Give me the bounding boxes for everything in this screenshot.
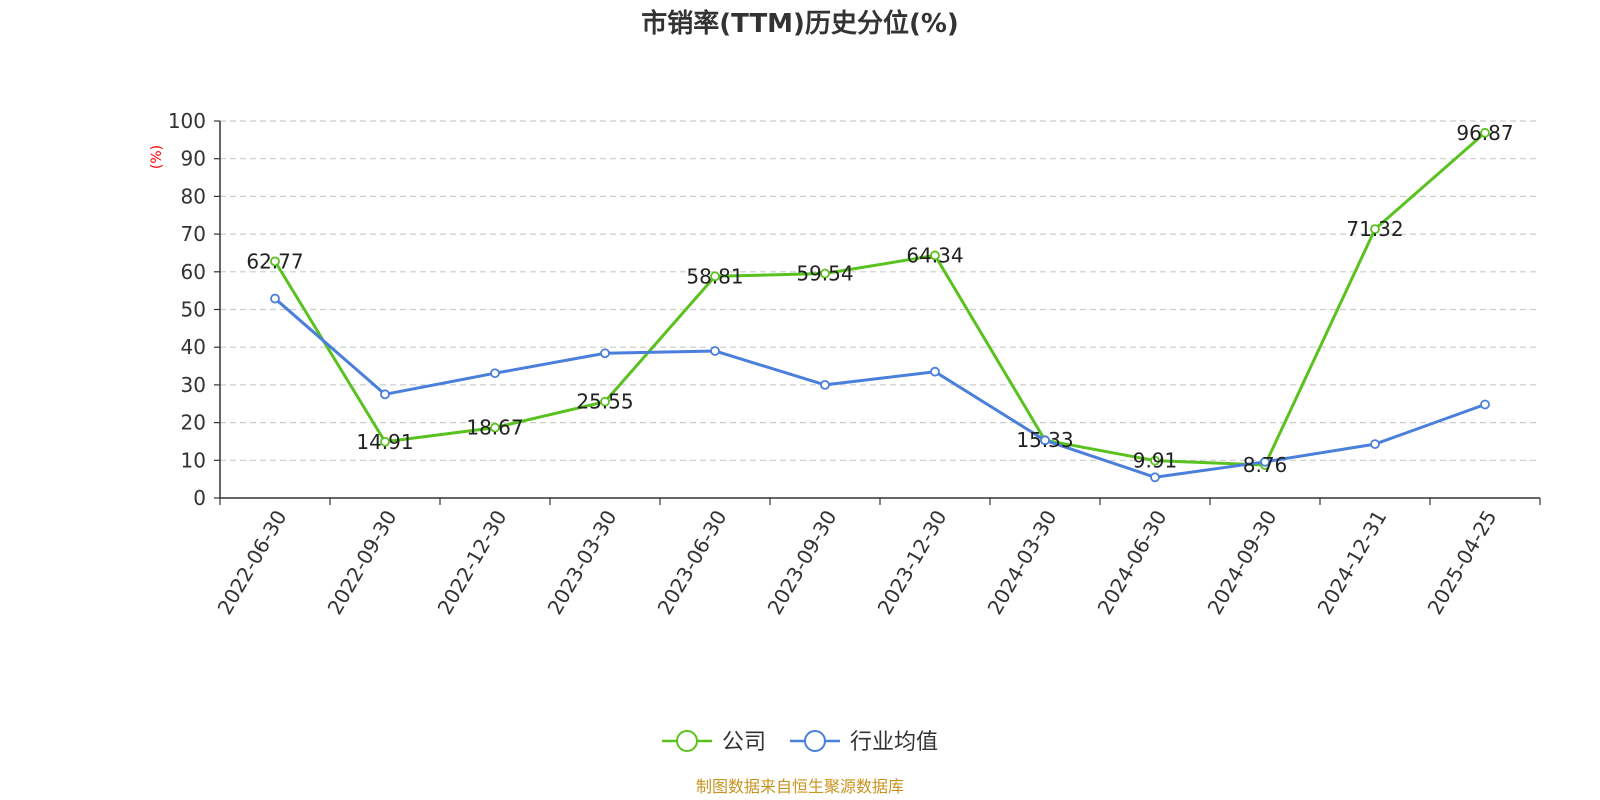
data-label: 9.91 [1133,449,1178,473]
data-point [1150,472,1160,483]
legend-marker [676,730,698,752]
data-point [930,250,940,261]
data-point [820,379,830,390]
y-tick-label: 70 [181,222,206,246]
y-tick-label: 40 [181,335,206,359]
source-note: 制图数据来自恒生聚源数据库 [696,777,904,796]
data-point [1040,435,1050,446]
data-point [1260,456,1270,467]
series-lines [270,127,1490,483]
data-label: 25.55 [576,390,633,414]
data-label: 62.77 [246,249,303,273]
data-label: 64.34 [906,243,963,267]
data-point [1370,224,1380,235]
x-tick-label: 2025-04-25 [1422,506,1501,619]
x-tick-label: 2024-12-31 [1312,506,1391,619]
series-line [273,131,1486,467]
data-label: 8.76 [1243,453,1288,477]
y-tick-label: 0 [193,486,206,510]
data-point [270,293,280,304]
axes [214,120,1541,505]
legend-item[interactable]: 行业均值 [790,730,938,755]
x-tick-label: 2022-09-30 [322,506,401,619]
chart-title: 市销率(TTM)历史分位(%) [641,8,959,39]
data-point [710,346,720,356]
y-tick-label: 80 [181,184,206,208]
x-tick-label: 2023-06-30 [652,506,731,619]
data-label: 59.54 [796,262,853,286]
data-label: 58.81 [686,264,743,288]
data-label: 18.67 [466,416,523,440]
x-tick-label: 2022-12-30 [432,506,511,619]
data-point [600,348,610,359]
legend-marker [804,730,826,752]
data-point [490,368,500,379]
legend-item[interactable]: 公司 [662,730,766,755]
grid-lines [220,120,1540,461]
legend[interactable]: 公司 行业均值 [662,730,938,755]
data-point [600,396,610,407]
y-tick-label: 100 [168,109,206,133]
x-tick-label: 2024-06-30 [1092,506,1171,619]
data-point [1480,127,1490,138]
data-labels: 62.77 14.91 18.67 25.55 58.81 59.54 64.34 15.33… [246,121,1513,477]
data-point [1150,455,1160,466]
data-point [930,366,940,377]
data-label: 96.87 [1456,121,1513,145]
x-tick-label: 2023-03-30 [542,506,621,619]
data-label: 71.32 [1346,217,1403,241]
x-tick-label: 2024-03-30 [982,506,1061,619]
x-tick-label: 2023-12-30 [872,506,951,619]
data-point [820,268,830,279]
data-point [270,256,280,267]
x-tick-labels: 2022-06-30 2022-09-30 2022-12-30 2023-03-30… [212,506,1501,619]
data-point [490,422,500,433]
x-tick-label: 2022-06-30 [212,506,291,619]
y-tick-label: 20 [181,411,206,435]
data-point [1480,399,1490,410]
legend-label: 公司 [722,730,766,755]
y-axis-label: (%) [149,145,165,169]
data-point [710,271,720,282]
x-tick-label: 2023-09-30 [762,506,841,619]
data-point [380,436,390,447]
y-tick-label: 30 [181,373,206,397]
y-tick-label: 50 [181,298,206,322]
y-tick-label: 60 [181,260,206,284]
data-point [380,389,390,400]
y-tick-labels: 0 10 20 30 40 50 60 70 80 90 100 [168,109,206,510]
data-point [1370,439,1380,449]
y-tick-label: 90 [181,147,206,171]
legend-label: 行业均值 [850,730,938,755]
y-tick-label: 10 [181,448,206,472]
series-line [274,297,1486,479]
data-label: 14.91 [356,430,413,454]
x-tick-label: 2024-09-30 [1202,506,1281,619]
data-label: 15.33 [1016,428,1073,452]
